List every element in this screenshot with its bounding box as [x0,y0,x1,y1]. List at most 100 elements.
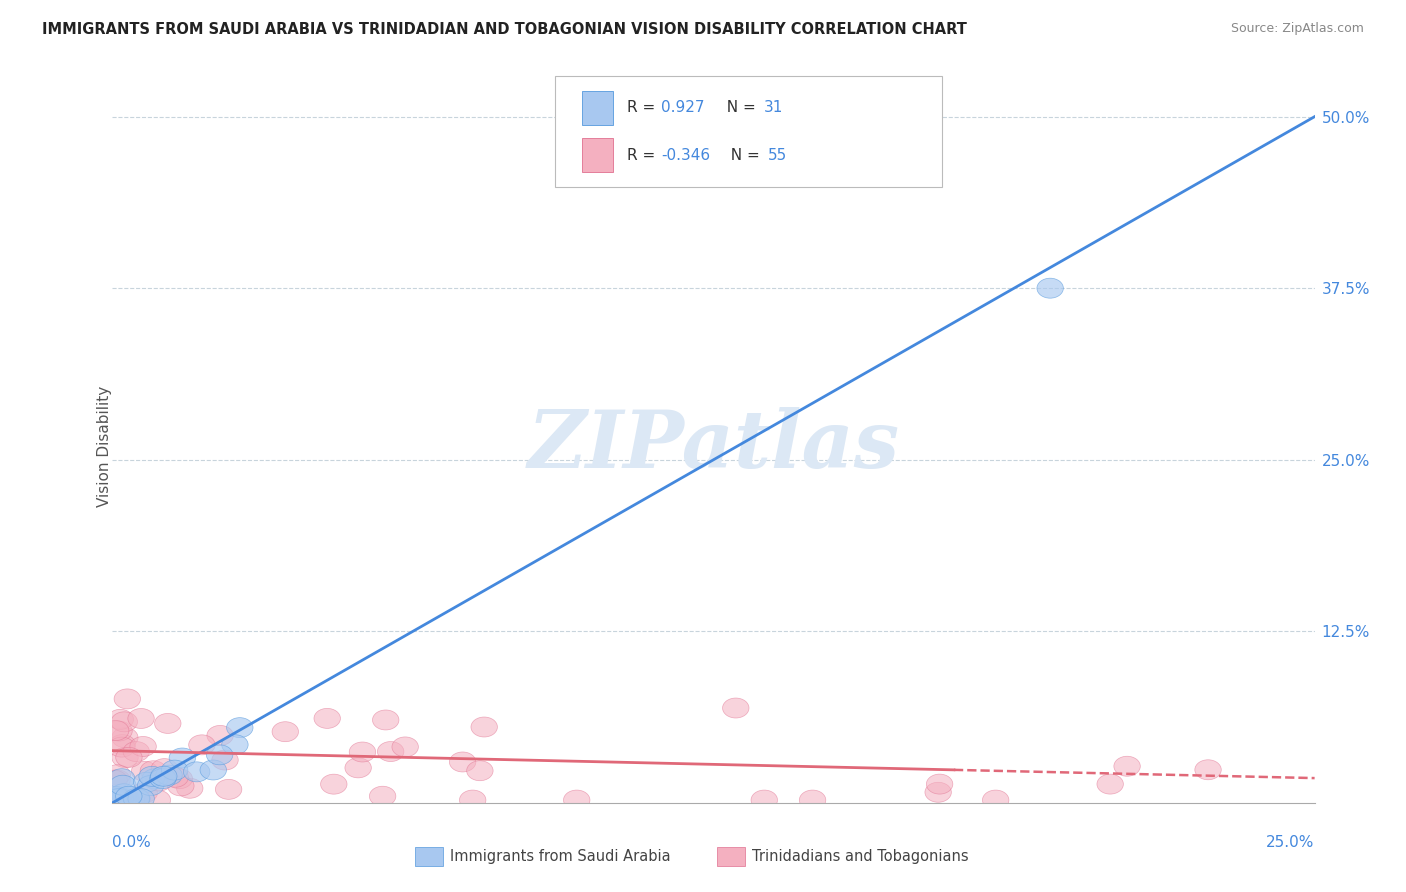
Ellipse shape [166,769,193,789]
Ellipse shape [103,787,129,806]
Ellipse shape [128,789,155,809]
Text: 31: 31 [763,101,783,115]
Text: Trinidadians and Tobagonians: Trinidadians and Tobagonians [752,849,969,863]
Ellipse shape [105,789,132,809]
Ellipse shape [149,769,176,789]
Ellipse shape [200,760,226,780]
Ellipse shape [150,766,177,786]
Ellipse shape [162,760,188,780]
Ellipse shape [101,789,128,809]
Ellipse shape [124,789,149,809]
Ellipse shape [138,775,165,796]
Ellipse shape [114,689,141,709]
Text: 0.927: 0.927 [661,101,704,115]
Ellipse shape [110,775,136,795]
Ellipse shape [104,770,131,789]
Ellipse shape [800,790,825,810]
Text: IMMIGRANTS FROM SAUDI ARABIA VS TRINIDADIAN AND TOBAGONIAN VISION DISABILITY COR: IMMIGRANTS FROM SAUDI ARABIA VS TRINIDAD… [42,22,967,37]
Text: -0.346: -0.346 [661,148,710,162]
Text: R =: R = [627,101,661,115]
Ellipse shape [751,790,778,810]
Ellipse shape [471,717,498,737]
Text: Source: ZipAtlas.com: Source: ZipAtlas.com [1230,22,1364,36]
Ellipse shape [108,737,135,757]
Y-axis label: Vision Disability: Vision Disability [97,385,111,507]
Ellipse shape [723,698,749,718]
Ellipse shape [925,782,952,802]
Ellipse shape [377,741,404,762]
Ellipse shape [111,747,138,767]
Ellipse shape [108,769,135,789]
Ellipse shape [370,786,396,806]
Ellipse shape [927,774,953,794]
Text: 25.0%: 25.0% [1267,835,1315,850]
Ellipse shape [321,774,347,794]
Ellipse shape [104,789,131,809]
Ellipse shape [107,789,134,809]
Ellipse shape [104,764,131,785]
Ellipse shape [122,741,149,762]
Ellipse shape [129,737,156,756]
Ellipse shape [131,762,157,781]
Ellipse shape [392,737,419,757]
Ellipse shape [107,709,134,730]
Ellipse shape [460,790,486,810]
Ellipse shape [115,747,142,767]
Ellipse shape [983,790,1010,810]
Ellipse shape [207,745,233,764]
Text: 55: 55 [768,148,787,162]
Ellipse shape [450,752,475,772]
Ellipse shape [111,712,138,731]
Ellipse shape [212,750,238,770]
Ellipse shape [101,770,128,790]
Ellipse shape [1195,760,1222,780]
Text: N =: N = [721,148,765,162]
Ellipse shape [188,735,215,755]
Ellipse shape [207,725,233,746]
Text: R =: R = [627,148,661,162]
Ellipse shape [344,758,371,778]
Ellipse shape [1036,278,1063,298]
Ellipse shape [115,786,142,806]
Text: ZIPatlas: ZIPatlas [527,408,900,484]
Ellipse shape [145,790,170,810]
Ellipse shape [152,758,177,779]
Text: N =: N = [717,101,761,115]
Ellipse shape [128,708,155,729]
Ellipse shape [141,761,166,780]
Ellipse shape [146,771,172,791]
Ellipse shape [373,710,399,730]
Ellipse shape [222,735,247,755]
Ellipse shape [114,790,141,810]
Ellipse shape [110,789,136,809]
Ellipse shape [162,767,188,788]
Ellipse shape [215,780,242,799]
Ellipse shape [155,714,181,733]
Ellipse shape [105,721,132,741]
Ellipse shape [467,761,494,780]
Ellipse shape [124,789,150,809]
Ellipse shape [1097,774,1123,794]
Ellipse shape [112,789,139,809]
Ellipse shape [139,766,166,787]
Ellipse shape [226,718,253,738]
Ellipse shape [111,728,138,747]
Ellipse shape [167,776,194,796]
Ellipse shape [111,784,136,804]
Ellipse shape [177,779,202,798]
Ellipse shape [103,721,129,740]
Ellipse shape [134,772,160,792]
Ellipse shape [314,708,340,729]
Ellipse shape [564,790,591,810]
Ellipse shape [100,789,127,809]
Ellipse shape [156,765,183,785]
Ellipse shape [169,748,195,768]
Ellipse shape [110,735,135,755]
Text: 0.0%: 0.0% [112,835,152,850]
Ellipse shape [1114,756,1140,776]
Text: Immigrants from Saudi Arabia: Immigrants from Saudi Arabia [450,849,671,863]
Ellipse shape [142,769,169,789]
Ellipse shape [271,722,298,741]
Ellipse shape [107,789,134,809]
Ellipse shape [131,783,157,803]
